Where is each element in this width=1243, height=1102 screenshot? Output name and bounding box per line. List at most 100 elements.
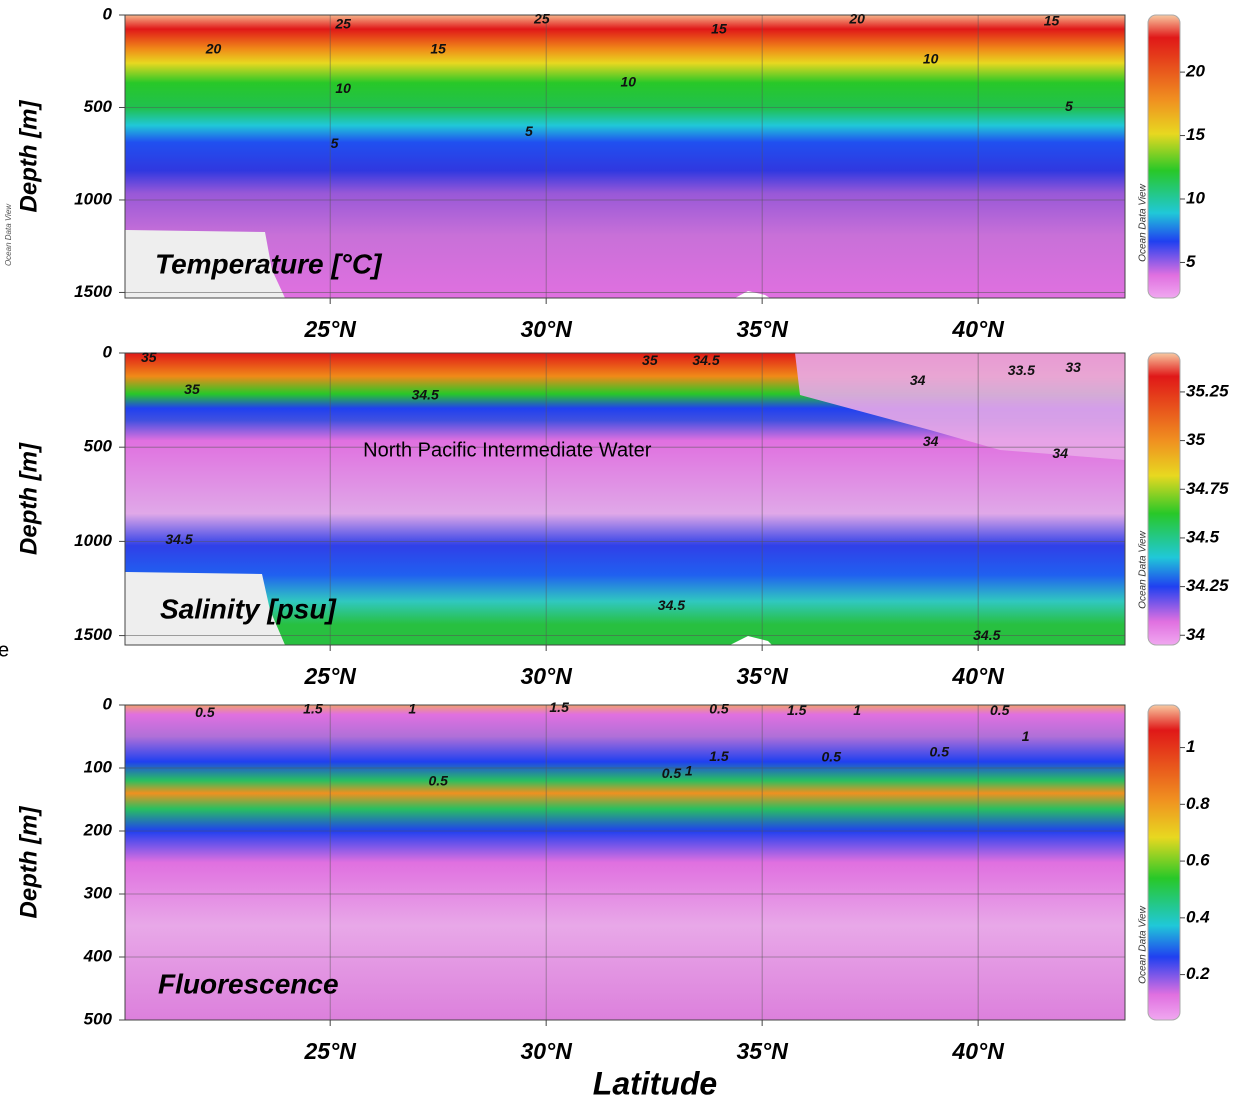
contour-label: 0.5 — [428, 773, 448, 789]
contour-label: 25 — [334, 16, 351, 32]
contour-label: 15 — [430, 40, 446, 56]
x-tick-label: 30°N — [520, 663, 572, 689]
x-tick-label: 25°N — [303, 1038, 356, 1064]
x-axis-label: Latitude — [593, 1065, 717, 1101]
panel: 0 500 1000 1500 25°N 30°N 35°N 40°N Depth [m] Sal… — [15, 342, 1229, 689]
watermark: Ocean Data View — [1138, 183, 1149, 261]
colorbar-tick-label: 1 — [1186, 737, 1195, 756]
colorbar-tick-label: 34 — [1186, 625, 1205, 644]
contour-label: 5 — [525, 123, 533, 139]
colorbar — [1147, 352, 1181, 646]
y-tick-label: 500 — [84, 1009, 113, 1028]
contour-label: 34.5 — [412, 386, 439, 402]
x-tick-label: 40°N — [951, 1038, 1004, 1064]
y-tick-label: 0 — [103, 342, 113, 361]
contour-label: 1 — [408, 701, 416, 717]
y-tick-label: 1500 — [74, 625, 112, 644]
y-tick-label: 0 — [103, 694, 113, 713]
contour-label: 10 — [335, 80, 351, 96]
contour-label: 34.5 — [658, 597, 685, 613]
y-tick-label: 300 — [84, 883, 113, 902]
contour-label: 5 — [1065, 98, 1073, 114]
contour-label: 35 — [642, 352, 658, 368]
colorbar-tick-label: 0.8 — [1186, 794, 1210, 813]
colorbar-tick-label: 0.4 — [1186, 907, 1210, 926]
y-axis-label: Depth [m] — [15, 100, 42, 213]
colorbar — [1147, 14, 1181, 299]
contour-label: 34 — [1052, 445, 1068, 461]
contour-label: 20 — [848, 11, 865, 27]
colorbar-tick-label: 0.2 — [1186, 964, 1210, 983]
y-tick-label: 200 — [83, 820, 113, 839]
contour-label: 10 — [620, 73, 636, 89]
fields — [125, 15, 1125, 1020]
fluorescence-field — [125, 705, 1125, 1020]
contour-label: 25 — [533, 11, 550, 27]
contour-label: 1.5 — [549, 699, 569, 715]
x-tick-label: 35°N — [736, 663, 788, 689]
contour-label: 10 — [923, 50, 939, 66]
contour-label: 1.5 — [787, 702, 807, 718]
watermark: Ocean Data View — [1138, 530, 1149, 608]
contour-label: 33.5 — [1008, 362, 1035, 378]
panel-title: Salinity [psu] — [160, 593, 337, 624]
y-tick-label: 500 — [84, 437, 113, 456]
y-tick-label: 100 — [84, 757, 113, 776]
contour-label: 34.5 — [165, 531, 192, 547]
contour-label: 0.5 — [930, 744, 950, 760]
y-tick-label: 0 — [103, 4, 113, 23]
panel: 0 500 1000 1500 25°N 30°N 35°N 40°N Depth [m] Tem… — [15, 4, 1205, 342]
colorbar-tick-label: 5 — [1186, 252, 1196, 271]
contour-label: 1 — [1022, 728, 1030, 744]
contour-label: 15 — [711, 21, 727, 37]
land — [735, 291, 770, 298]
colorbar-tick-label: 35.25 — [1186, 381, 1229, 400]
colorbar-tick-label: 20 — [1185, 62, 1205, 81]
panel-title: Temperature [°C] — [155, 248, 383, 279]
contour-label: 34 — [923, 433, 939, 449]
plot-frame — [124, 14, 1126, 299]
colorbar-tick-label: 15 — [1186, 125, 1205, 144]
contour-label: 0.5 — [990, 702, 1010, 718]
watermark: Ocean Data View — [4, 203, 13, 266]
contour-label: 15 — [1044, 13, 1060, 29]
contour-label: 1 — [685, 762, 693, 778]
contour-label: 34 — [910, 372, 926, 388]
y-tick-label: 1000 — [74, 189, 112, 208]
contour-label: 34.5 — [973, 627, 1000, 643]
y-axis-label: Depth [m] — [15, 806, 42, 919]
x-tick-label: 35°N — [736, 1038, 788, 1064]
colorbar-tick-label: 0.6 — [1186, 851, 1210, 870]
plot-frame — [124, 704, 1126, 1021]
land — [125, 230, 285, 298]
land — [730, 636, 772, 645]
y-tick-label: 1000 — [74, 531, 112, 550]
contour-label: 1.5 — [303, 701, 323, 717]
contour-label: 20 — [205, 40, 222, 56]
contour-label: 0.5 — [709, 701, 729, 717]
x-tick-label: 30°N — [520, 316, 572, 342]
x-tick-label: 40°N — [951, 663, 1004, 689]
contour-label: 1 — [853, 702, 861, 718]
contour-label: 5 — [331, 135, 339, 151]
watermark: Ocean Data View — [1138, 905, 1149, 983]
clipped-text: e — [0, 639, 9, 661]
x-tick-label: 25°N — [303, 663, 356, 689]
low-salinity-region — [795, 353, 1125, 460]
contour-label: 34.5 — [692, 352, 719, 368]
temperature-field — [125, 15, 1125, 298]
y-tick-label: 500 — [84, 97, 113, 116]
contour-label: 35 — [184, 381, 200, 397]
x-tick-label: 40°N — [951, 316, 1004, 342]
x-tick-label: 25°N — [303, 316, 356, 342]
colorbar-tick-label: 34.25 — [1186, 576, 1229, 595]
panel-title: Fluorescence — [158, 968, 339, 999]
contour-label: 0.5 — [195, 704, 215, 720]
contour-label: 33 — [1065, 359, 1081, 375]
contour-label: 0.5 — [822, 749, 842, 765]
x-tick-label: 30°N — [520, 1038, 572, 1064]
annotation: North Pacific Intermediate Water — [363, 440, 652, 462]
colorbar-tick-label: 35 — [1186, 430, 1205, 449]
x-tick-label: 35°N — [736, 316, 788, 342]
